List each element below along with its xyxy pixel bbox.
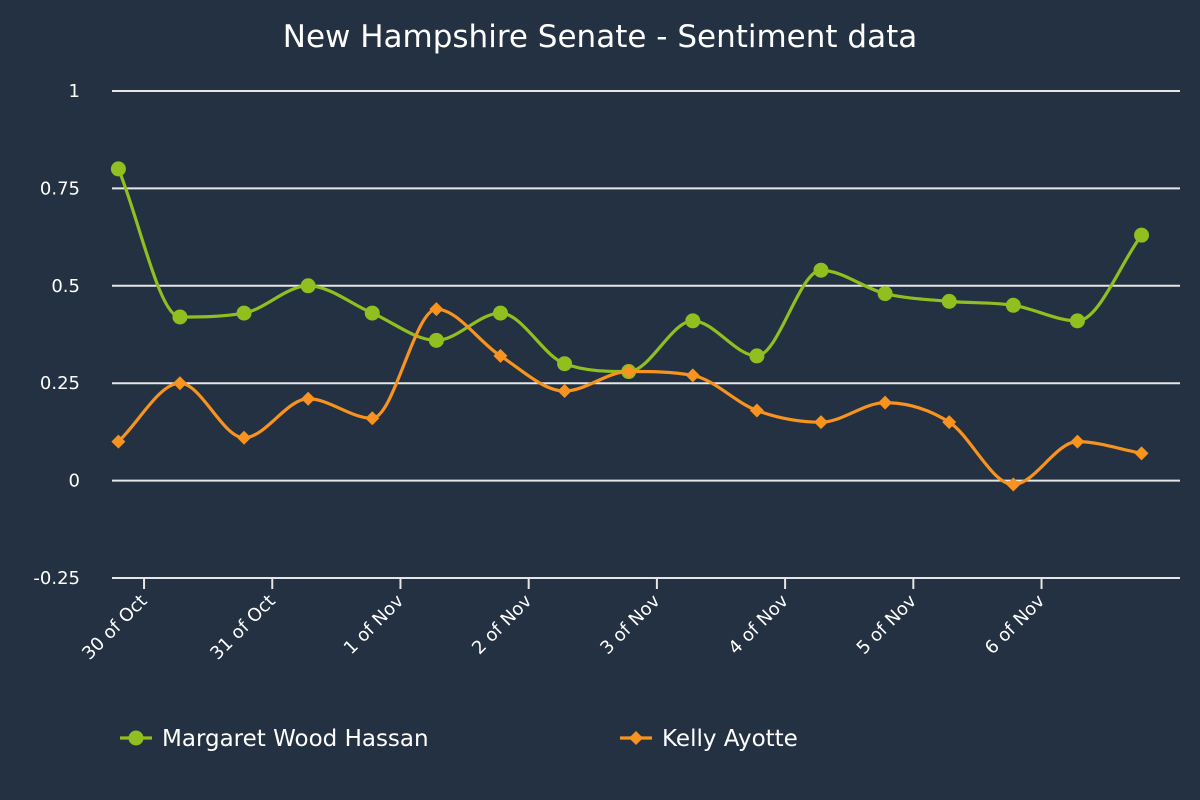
y-tick-label: 0 (69, 471, 80, 492)
series-line (116, 307, 1144, 487)
legend-marker[interactable] (128, 730, 144, 746)
legend-label: Margaret Wood Hassan (162, 726, 429, 752)
data-point[interactable] (110, 161, 126, 177)
x-tick-label: 1 of Nov (340, 590, 408, 658)
data-point[interactable] (428, 332, 444, 348)
data-point[interactable] (492, 305, 508, 321)
data-point[interactable] (236, 305, 252, 321)
data-point[interactable] (813, 262, 829, 278)
data-point[interactable] (364, 305, 380, 321)
x-tick-label: 5 of Nov (853, 590, 921, 658)
data-point[interactable] (1134, 446, 1149, 461)
legend-item[interactable]: Kelly Ayotte (620, 726, 798, 752)
data-point[interactable] (493, 348, 508, 363)
data-point[interactable] (814, 415, 829, 430)
data-point[interactable] (1069, 313, 1085, 329)
data-point[interactable] (1070, 434, 1085, 449)
series-diamond-group (111, 302, 1149, 492)
data-point[interactable] (557, 356, 573, 372)
data-point[interactable] (1134, 227, 1150, 243)
data-point[interactable] (749, 403, 764, 418)
legend-label: Kelly Ayotte (662, 726, 798, 752)
data-point[interactable] (685, 368, 700, 383)
x-tick-label: 31 of Oct (206, 591, 279, 664)
x-tick-label: 6 of Nov (981, 590, 1049, 658)
data-point[interactable] (429, 302, 444, 317)
legend-marker[interactable] (629, 731, 643, 745)
x-axis-ticks: 30 of Oct 31 of Oct 1 of Nov 2 of Nov 3 of N… (78, 578, 1049, 664)
data-point[interactable] (685, 313, 701, 329)
data-point[interactable] (172, 309, 188, 325)
y-tick-label: 0.5 (51, 276, 80, 297)
data-point[interactable] (749, 348, 765, 364)
data-point[interactable] (1005, 297, 1021, 313)
data-point[interactable] (878, 395, 893, 410)
series-circle-group (110, 161, 1150, 380)
data-point[interactable] (621, 364, 636, 379)
data-point[interactable] (942, 415, 957, 430)
legend-item[interactable]: Margaret Wood Hassan (120, 726, 429, 752)
x-tick-label: 2 of Nov (468, 590, 536, 658)
data-point[interactable] (365, 411, 380, 426)
y-tick-label: 0.25 (40, 373, 80, 394)
y-tick-label: 0.75 (40, 178, 80, 199)
y-tick-label: 1 (69, 81, 80, 102)
data-point[interactable] (941, 293, 957, 309)
x-tick-label: 4 of Nov (724, 590, 792, 658)
grid-layer (112, 90, 1180, 579)
data-point[interactable] (557, 383, 572, 398)
data-point[interactable] (237, 430, 252, 445)
data-point[interactable] (111, 434, 126, 449)
series-layer (110, 161, 1150, 492)
data-point[interactable] (300, 278, 316, 294)
series-line (116, 167, 1144, 374)
y-axis-ticks: 1 0.75 0.5 0.25 0 -0.25 (33, 81, 80, 589)
chart-title: New Hampshire Senate - Sentiment data (283, 19, 918, 55)
data-point[interactable] (877, 286, 893, 302)
x-tick-label: 3 of Nov (596, 590, 664, 658)
legend[interactable]: Margaret Wood Hassan Kelly Ayotte (120, 726, 798, 752)
data-point[interactable] (1006, 477, 1021, 492)
data-point[interactable] (301, 391, 316, 406)
data-point[interactable] (172, 376, 187, 391)
y-tick-label: -0.25 (33, 568, 80, 589)
x-tick-label: 30 of Oct (78, 591, 151, 664)
